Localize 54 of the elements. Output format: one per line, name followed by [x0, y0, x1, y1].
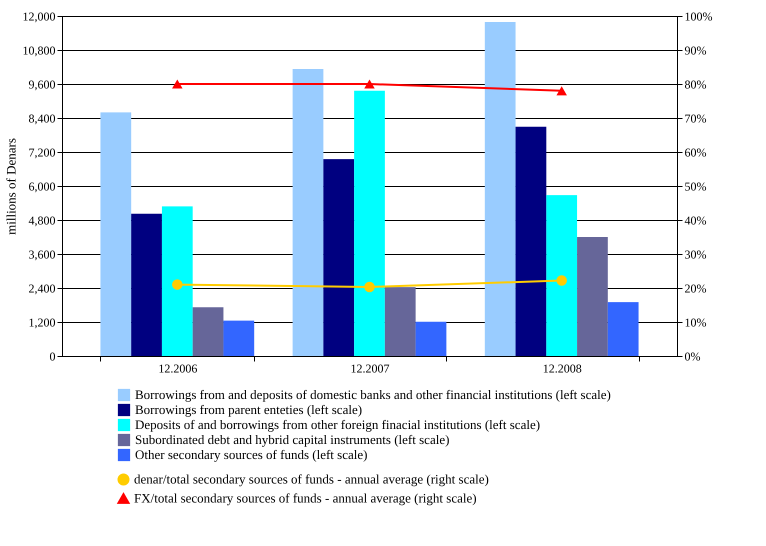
- y-tick-label: 1,200: [28, 316, 56, 330]
- y-tick-label: 7,200: [28, 146, 56, 160]
- point: [364, 79, 375, 89]
- bar: [577, 237, 608, 356]
- bar: [384, 287, 416, 356]
- bar: [162, 206, 193, 356]
- legend-label: Deposits of and borrowings from other foreign finacial institutions (left scale): [135, 417, 540, 432]
- bar: [354, 90, 385, 356]
- legend-label: Borrowings from and deposits of domestic banks and other financial institutions (left scale): [135, 387, 611, 402]
- bar: [416, 322, 446, 356]
- bar: [484, 22, 516, 356]
- point: [556, 86, 567, 96]
- y2-tick-label: 0%: [684, 350, 700, 364]
- y2-tick-label: 10%: [684, 316, 706, 330]
- legend-label: FX/total secondary sources of funds - annual average (right scale): [134, 490, 477, 506]
- bar: [131, 214, 162, 356]
- y-tick-label: 8,400: [28, 112, 56, 126]
- y-tick-label: 10,800: [22, 44, 56, 58]
- y2-tick-label: 30%: [684, 248, 706, 262]
- bar: [516, 126, 546, 356]
- bar: [608, 302, 639, 356]
- x-tick-label: 12.2008: [542, 362, 582, 376]
- bar: [100, 112, 132, 356]
- bar: [223, 320, 254, 356]
- point: [556, 275, 567, 286]
- bar: [292, 68, 324, 356]
- y2-tick-label: 90%: [684, 44, 706, 58]
- y-tick-label: 0: [50, 350, 56, 364]
- legend-label: Other secondary sources of funds (left scale): [135, 447, 368, 462]
- y2-tick-label: 100%: [684, 10, 712, 24]
- x-tick-label: 12.2006: [158, 362, 198, 376]
- y-tick-label: 12,000: [22, 10, 56, 24]
- point: [172, 279, 183, 290]
- y2-tick-label: 80%: [684, 78, 706, 92]
- legend-label: Borrowings from parent enteties (left scale): [135, 402, 362, 417]
- point: [364, 282, 375, 292]
- y-tick-label: 9,600: [28, 78, 56, 92]
- y-axis-title: millions of Denars: [4, 138, 18, 235]
- y-tick-label: 3,600: [28, 248, 56, 262]
- bar: [192, 307, 224, 356]
- y-tick-label: 2,400: [28, 282, 56, 296]
- y2-tick-label: 50%: [684, 180, 706, 194]
- y2-tick-label: 70%: [684, 112, 706, 126]
- y2-tick-label: 60%: [684, 146, 706, 160]
- y2-tick-label: 40%: [684, 214, 706, 228]
- y-tick-label: 6,000: [28, 180, 56, 194]
- legend-label: denar/total secondary sources of funds - annual average (right scale): [134, 472, 489, 486]
- bar: [546, 195, 578, 356]
- y-tick-label: 4,800: [28, 214, 56, 228]
- legend-label: Subordinated debt and hybrid capital instruments (left scale): [135, 432, 450, 447]
- bar: [323, 159, 354, 356]
- x-tick-label: 12.2007: [350, 362, 390, 376]
- y2-tick-label: 20%: [684, 282, 706, 296]
- point: [172, 79, 183, 89]
